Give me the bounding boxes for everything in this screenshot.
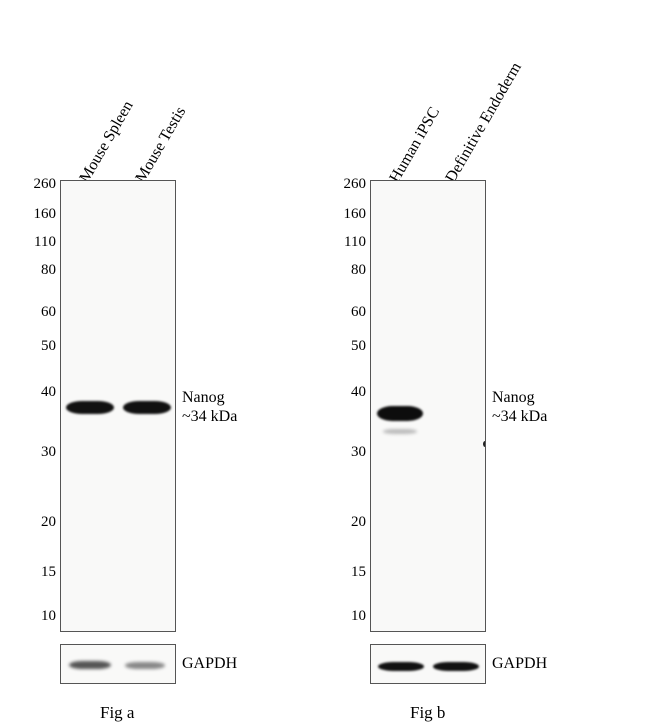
band-nanog	[123, 401, 171, 414]
target-label: Nanog ~34 kDa	[492, 388, 547, 426]
figure-container: Mouse Spleen Mouse Testis 260 160 110 80…	[0, 0, 650, 723]
band-gapdh	[69, 661, 111, 669]
lane-label: Mouse Testis	[132, 104, 190, 186]
mw-marker: 110	[344, 234, 366, 251]
loading-blot-a	[60, 644, 176, 684]
main-blot-b	[370, 180, 486, 632]
mw-marker: 160	[344, 206, 367, 223]
target-label: Nanog ~34 kDa	[182, 388, 237, 426]
mw-marker: 10	[351, 608, 366, 625]
band-faint	[383, 429, 417, 434]
mw-marker: 30	[41, 444, 56, 461]
mw-marker: 60	[41, 304, 56, 321]
mw-marker: 10	[41, 608, 56, 625]
mw-marker: 60	[351, 304, 366, 321]
panel-a: Mouse Spleen Mouse Testis 260 160 110 80…	[0, 10, 650, 713]
mw-marker-column: 260 160 110 80 60 50 40 30 20 15 10	[20, 180, 56, 632]
loading-label: GAPDH	[492, 654, 547, 673]
band-nanog	[66, 401, 114, 414]
target-mw: ~34 kDa	[182, 408, 237, 425]
mw-marker: 40	[351, 384, 366, 401]
mw-marker: 80	[41, 262, 56, 279]
mw-marker: 20	[41, 514, 56, 531]
mw-marker: 110	[34, 234, 56, 251]
target-mw: ~34 kDa	[492, 408, 547, 425]
band-nanog	[377, 406, 423, 421]
mw-marker: 50	[351, 338, 366, 355]
mw-marker: 15	[41, 564, 56, 581]
loading-blot-b	[370, 644, 486, 684]
band-gapdh	[433, 662, 479, 671]
mw-marker: 20	[351, 514, 366, 531]
mw-marker: 80	[351, 262, 366, 279]
mw-marker: 260	[344, 176, 367, 193]
mw-marker: 40	[41, 384, 56, 401]
mw-marker: 160	[34, 206, 57, 223]
mw-marker: 50	[41, 338, 56, 355]
mw-marker: 15	[351, 564, 366, 581]
lane-label: Mouse Spleen	[76, 98, 137, 186]
mw-marker: 260	[34, 176, 57, 193]
mw-marker-column: 260 160 110 80 60 50 40 30 20 15 10	[330, 180, 366, 632]
target-name: Nanog	[182, 389, 225, 406]
band-gapdh	[125, 662, 165, 669]
figure-caption: Fig a	[100, 703, 134, 723]
figure-caption: Fig b	[410, 703, 445, 723]
mw-marker: 30	[351, 444, 366, 461]
edge-mark	[483, 441, 486, 447]
band-gapdh	[378, 662, 424, 671]
loading-label: GAPDH	[182, 654, 237, 673]
main-blot-a	[60, 180, 176, 632]
target-name: Nanog	[492, 389, 535, 406]
